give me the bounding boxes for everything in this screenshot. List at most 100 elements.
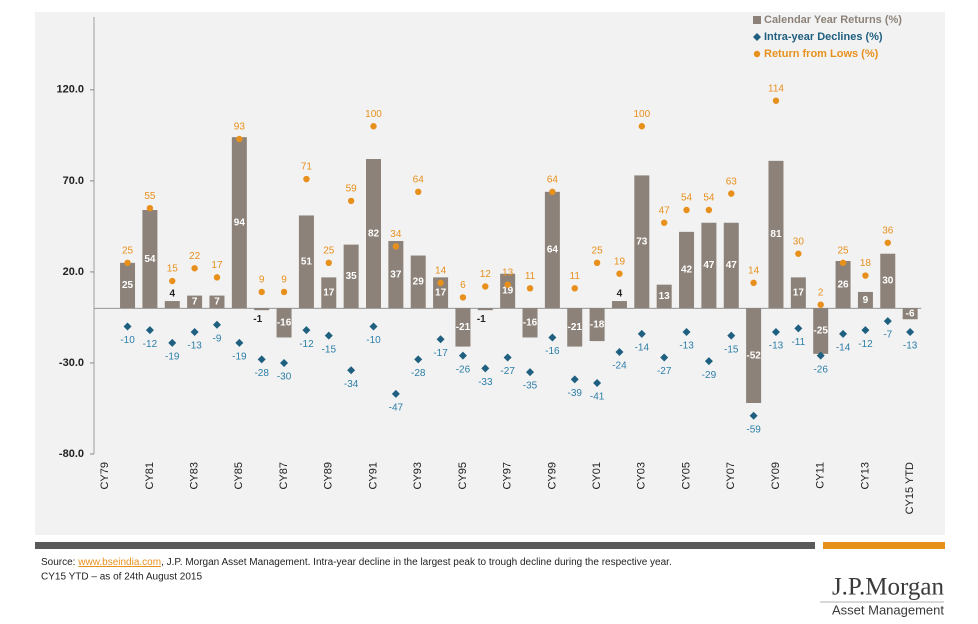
bar [634,175,650,309]
source-link[interactable]: www.bseindia.com [77,557,161,568]
point-label: -7 [883,330,892,341]
bar-label: 51 [301,257,313,268]
x-tick-label: CY13 [859,462,871,490]
bar [567,308,583,347]
return-marker [616,270,623,277]
return-marker [325,259,332,267]
bar-label: 64 [547,245,559,256]
point-label: 12 [480,269,492,280]
decline-marker [548,333,557,342]
point-label: 47 [659,205,671,216]
date-note: CY15 YTD – as of 24th August 2015 [41,572,202,583]
legend-label: Calendar Year Returns (%) [764,14,902,26]
chart-background [35,12,945,535]
bar-label: 42 [681,265,693,276]
legend-label: Return from Lows (%) [764,48,879,60]
return-marker [884,239,891,246]
point-label: 15 [167,264,179,275]
point-label: -14 [635,342,650,353]
bar [857,291,873,309]
return-marker [437,279,444,287]
point-label: -17 [433,348,448,359]
return-marker [750,279,757,287]
point-label: -19 [232,352,247,363]
x-tick-label: CY99 [546,462,558,490]
point-label: -39 [568,388,583,399]
x-tick-label: CY83 [189,462,201,490]
point-label: -33 [478,377,493,388]
bar-label: 30 [882,276,894,287]
bar-label: 4 [169,289,175,300]
point-label: 2 [818,287,824,298]
x-tick-label: CY05 [680,462,692,490]
point-label: 25 [592,245,604,256]
decline-marker [816,351,825,360]
point-label: -41 [590,392,605,403]
point-label: 11 [525,271,536,282]
bar-label: -1 [477,314,486,325]
bar-label: -16 [277,318,292,329]
point-label: -24 [612,361,627,372]
x-tick-label: CY97 [502,462,514,490]
decline-marker [771,328,780,337]
decline-marker [615,348,624,357]
point-label: 25 [323,245,335,256]
bar-label: 13 [659,291,671,302]
return-marker [347,197,355,205]
point-label: -13 [769,341,784,352]
return-marker [571,285,578,292]
decline-marker [436,335,445,344]
point-label: 6 [460,280,466,291]
bar [835,260,851,309]
point-label: -34 [344,379,359,390]
point-label: 55 [144,191,156,202]
bar [343,244,359,309]
decline-marker [727,331,736,340]
point-label: -13 [679,341,694,352]
decline-marker [861,326,870,335]
bar [477,308,493,311]
footer-accent [823,542,945,549]
bar-label: 73 [636,237,648,248]
point-label: 18 [860,258,872,269]
bar [679,231,695,309]
return-marker [660,219,668,226]
point-label: 71 [301,162,313,173]
point-label: -9 [213,333,222,344]
point-label: -26 [456,364,471,375]
bar [880,253,896,309]
decline-marker [660,353,669,362]
point-label: 34 [390,229,402,240]
source-text: , J.P. Morgan Asset Management. Intra-ye… [161,557,672,568]
decline-marker [212,320,221,329]
x-tick-label: CY03 [636,462,648,490]
bar [746,308,762,404]
bar [164,301,180,309]
point-label: 9 [259,275,265,286]
point-label: 93 [234,122,246,133]
x-tick-label: CY81 [144,462,156,490]
return-marker [817,301,824,308]
decline-marker [637,329,646,338]
return-marker [146,204,154,212]
point-label: 54 [703,193,715,204]
return-marker [705,206,713,214]
legend-label: Intra-year Declines (%) [764,31,883,43]
point-label: 19 [614,256,626,267]
x-tick-label: CY07 [725,462,737,490]
return-marker [303,175,310,183]
bar-label: 9 [863,295,869,306]
point-label: -15 [724,344,739,355]
bar [321,277,337,309]
point-label: 13 [502,267,514,278]
bar-label: 29 [413,277,425,288]
y-tick-label: -30.0 [59,357,84,369]
x-tick-label: CY01 [591,462,603,490]
legend-marker [753,33,761,41]
bar [276,308,292,338]
bar [701,222,717,309]
return-marker [415,188,422,195]
x-tick-label: CY87 [278,462,290,490]
point-label: -27 [500,366,515,377]
point-label: 25 [837,245,849,256]
